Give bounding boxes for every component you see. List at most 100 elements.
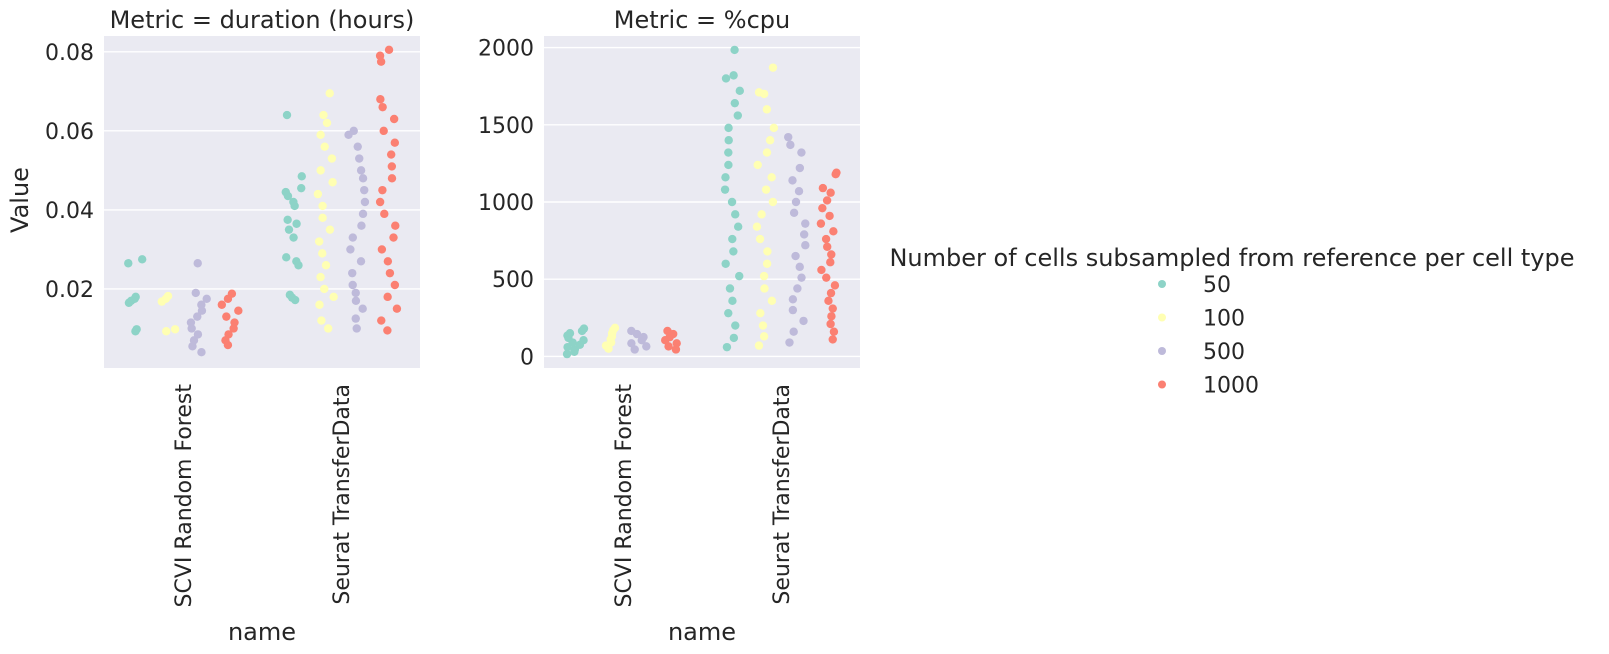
data-point [284, 225, 294, 234]
data-point [627, 326, 636, 336]
data-point [671, 345, 681, 354]
data-point [824, 296, 833, 306]
data-point [346, 245, 355, 254]
data-point [724, 308, 733, 318]
data-point [197, 300, 206, 309]
data-point [799, 230, 809, 239]
data-point [725, 284, 735, 293]
data-point [317, 316, 326, 325]
data-point [630, 345, 639, 354]
data-point [383, 326, 392, 335]
data-point [823, 242, 832, 251]
data-point [389, 114, 399, 124]
data-point [763, 247, 772, 256]
y-tick-label: 500 [492, 268, 534, 293]
y-tick-label: 2000 [478, 37, 534, 62]
data-point [721, 74, 731, 83]
data-point [378, 185, 387, 195]
data-point [756, 308, 765, 318]
data-point [793, 284, 802, 293]
data-point [724, 148, 733, 157]
data-point [385, 268, 395, 278]
data-point [785, 338, 794, 347]
data-point [767, 296, 777, 306]
yticks-cpu: 0 500 1000 1500 2000 [478, 37, 534, 371]
data-point [724, 136, 733, 145]
x-tick-label: Seurat TransferData [770, 384, 795, 605]
data-point [222, 312, 231, 321]
data-point [351, 296, 361, 306]
legend-title: Number of cells subsampled from referenc… [889, 244, 1574, 272]
data-point [757, 210, 766, 219]
data-point [131, 292, 140, 302]
data-point [316, 130, 325, 140]
data-point [801, 219, 810, 228]
data-point [826, 288, 836, 298]
data-point [132, 325, 141, 334]
data-point [769, 123, 779, 133]
data-point [755, 234, 765, 244]
legend-marker [1158, 347, 1166, 355]
data-point [832, 168, 841, 177]
data-point [768, 197, 778, 207]
y-tick-label: 0.02 [45, 278, 94, 303]
data-point [358, 174, 368, 183]
data-point [375, 51, 385, 60]
data-point [797, 273, 806, 282]
data-point [124, 259, 133, 268]
data-point [360, 197, 370, 207]
points-cpu [562, 45, 841, 359]
data-point [721, 173, 730, 182]
data-point [822, 196, 832, 205]
data-point [202, 294, 211, 304]
data-point [565, 329, 575, 338]
panel-title-cpu: Metric = %cpu [614, 6, 790, 34]
data-point [672, 339, 681, 348]
data-point [378, 102, 387, 112]
data-point [729, 247, 738, 256]
data-point [795, 262, 804, 272]
data-point [826, 258, 835, 267]
data-point [292, 257, 301, 266]
data-point [801, 241, 810, 250]
data-point [390, 280, 400, 290]
data-point [759, 271, 769, 281]
data-point [320, 142, 329, 151]
data-point [318, 201, 327, 211]
data-point [282, 110, 292, 120]
yticks-duration: 0.02 0.04 0.06 0.08 [45, 41, 94, 303]
data-point [391, 221, 400, 230]
y-tick-label: 0.08 [45, 41, 94, 66]
data-point [791, 197, 801, 207]
data-point [799, 316, 808, 326]
data-point [754, 88, 764, 97]
data-point [193, 330, 203, 339]
data-point [791, 251, 800, 261]
data-point [786, 140, 795, 150]
y-tick-label: 1500 [478, 114, 534, 139]
x-tick-label: SCVI Random Forest [172, 384, 197, 608]
data-point [316, 166, 325, 175]
data-point [733, 222, 743, 231]
data-point [724, 160, 733, 170]
data-point [352, 324, 361, 333]
data-point [227, 289, 237, 298]
data-point [285, 290, 295, 300]
data-point [383, 257, 393, 266]
legend-marker [1158, 380, 1166, 389]
data-point [325, 89, 334, 98]
data-point [818, 203, 827, 213]
data-point [759, 332, 769, 341]
data-point [297, 183, 306, 193]
data-point [357, 221, 366, 230]
data-point [627, 339, 636, 348]
data-point [768, 63, 778, 72]
panel-title-duration: Metric = duration (hours) [110, 6, 415, 34]
data-point [827, 312, 836, 321]
data-point [376, 95, 385, 104]
data-point [283, 215, 292, 224]
data-point [392, 304, 402, 313]
data-point [191, 288, 200, 298]
data-point [348, 233, 358, 242]
data-point [379, 126, 388, 136]
